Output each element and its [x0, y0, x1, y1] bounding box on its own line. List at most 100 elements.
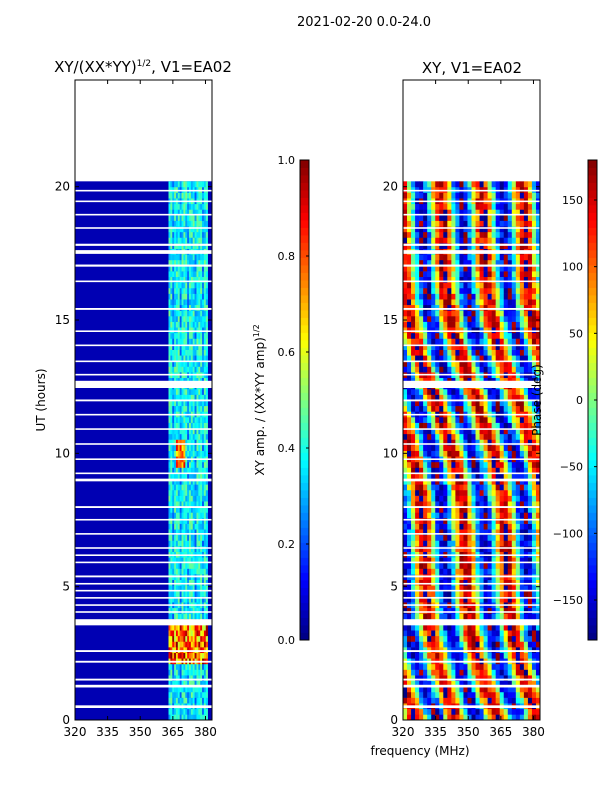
phase-cell [411, 349, 416, 356]
amplitude-cell [192, 327, 195, 334]
phase-cell [515, 349, 521, 356]
phase-cell [503, 433, 509, 440]
phase-cell [459, 461, 464, 468]
phase-cell [471, 675, 476, 682]
phase-cell [407, 282, 412, 289]
phase-cell [483, 540, 488, 547]
amplitude-cell [198, 579, 201, 586]
phase-cell [503, 276, 509, 283]
phase-cell [443, 271, 448, 278]
amplitude-cell [170, 439, 173, 446]
phase-cell [431, 433, 436, 440]
phase-cell [419, 388, 424, 395]
phase-cell [459, 310, 464, 317]
amplitude-cell [196, 282, 199, 289]
phase-cell [471, 529, 476, 536]
phase-cell [455, 450, 460, 457]
phase-cell [503, 630, 509, 637]
phase-cell [435, 484, 440, 491]
phase-cell [467, 613, 472, 620]
phase-cell [515, 400, 521, 407]
amplitude-cell [205, 546, 208, 552]
amplitude-cell [196, 506, 199, 513]
phase-cell [435, 714, 440, 721]
amplitude-cell [185, 529, 188, 536]
phase-cell [415, 327, 420, 334]
phase-cell [459, 489, 464, 496]
phase-cell [435, 473, 440, 480]
phase-cell [455, 282, 460, 289]
phase-cell [515, 377, 521, 384]
phase-cell [407, 495, 412, 502]
phase-cell [503, 304, 509, 311]
phase-cell [511, 428, 517, 435]
amplitude-cell [172, 512, 175, 519]
phase-cell [463, 287, 468, 294]
phase-cell [487, 579, 492, 586]
amplitude-cell [181, 282, 184, 289]
phase-cell [423, 327, 428, 334]
phase-cell [415, 265, 420, 272]
phase-cell [455, 512, 460, 519]
phase-cell [427, 652, 432, 659]
amplitude-cell [203, 630, 207, 637]
phase-cell [447, 484, 452, 491]
phase-cell [519, 624, 525, 631]
amplitude-cell [200, 215, 203, 221]
phase-cell [411, 428, 416, 435]
phase-cell [519, 344, 525, 350]
amplitude-cell [198, 388, 201, 395]
phase-cell [447, 349, 452, 356]
amplitude-cell [202, 590, 205, 597]
amplitude-cell [196, 226, 199, 233]
amplitude-cell [175, 691, 179, 698]
amplitude-cell [200, 630, 203, 637]
phase-cell [411, 366, 416, 373]
phase-cell [427, 714, 432, 721]
phase-cell [523, 422, 529, 429]
amplitude-cell [202, 215, 205, 221]
phase-cell [511, 512, 517, 519]
phase-cell [411, 596, 416, 603]
phase-cell [475, 641, 480, 648]
phase-cell [491, 271, 496, 278]
phase-cell [491, 501, 496, 508]
amplitude-cell [168, 613, 171, 620]
phase-cell [535, 271, 541, 278]
amplitude-cell [174, 523, 177, 530]
phase-cell [435, 439, 440, 446]
amplitude-cell [203, 697, 207, 704]
amplitude-cell [200, 557, 203, 564]
phase-cell [455, 259, 460, 266]
phase-cell [515, 596, 521, 603]
phase-cell [491, 299, 496, 306]
phase-cell [419, 338, 424, 345]
phase-cell [535, 484, 541, 491]
phase-cell [475, 669, 480, 676]
amplitude-cell [205, 501, 208, 508]
amplitude-cell [189, 209, 192, 216]
amplitude-cell [168, 495, 171, 502]
amplitude-cell [181, 254, 184, 261]
phase-cell [447, 557, 452, 564]
phase-cell [443, 484, 448, 491]
phase-cell [475, 523, 480, 530]
phase-cell [499, 697, 505, 704]
phase-cell [507, 624, 513, 631]
phase-cell [523, 304, 529, 311]
phase-cell [499, 641, 505, 648]
amplitude-cell [181, 293, 184, 300]
amplitude-cell [185, 254, 188, 261]
phase-cell [431, 596, 436, 603]
y-tick-label: 5 [62, 580, 70, 594]
phase-cell [471, 360, 476, 367]
phase-cell [507, 467, 513, 474]
amplitude-cell [189, 360, 192, 367]
phase-cell [467, 467, 472, 474]
amplitude-cell [202, 377, 205, 384]
phase-cell [531, 512, 537, 519]
amplitude-cell [192, 282, 195, 289]
phase-cell [535, 534, 541, 541]
amplitude-cell [205, 624, 208, 631]
amplitude-cell [205, 484, 208, 491]
